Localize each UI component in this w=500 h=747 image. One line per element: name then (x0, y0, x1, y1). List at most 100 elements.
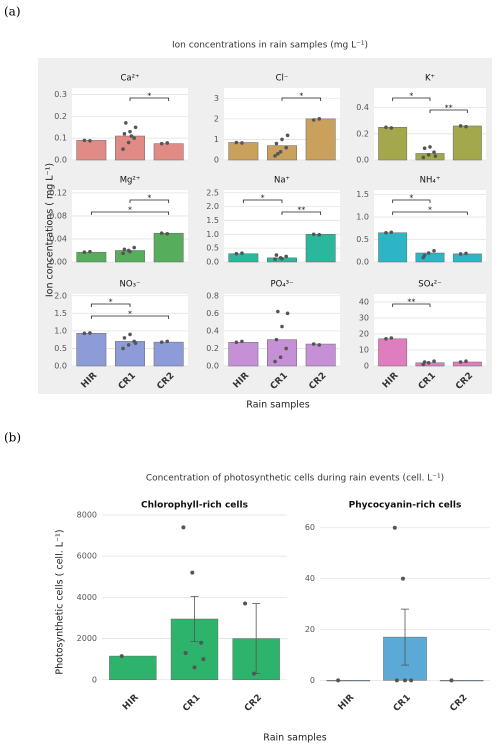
chart-title: Cl⁻ (276, 74, 289, 84)
data-point (426, 152, 431, 157)
data-point (82, 250, 87, 255)
y-tick-label: 0 (364, 362, 369, 371)
bar (452, 125, 482, 161)
data-point (278, 355, 283, 360)
y-tick-label: 0.2 (54, 112, 67, 121)
y-tick-label: 10 (359, 346, 369, 355)
significance-bracket (90, 315, 170, 319)
data-point (464, 124, 468, 129)
y-tick-label: 0.4 (206, 326, 219, 335)
bar (305, 343, 336, 367)
y-tick-label: 0.2 (206, 344, 219, 353)
data-point (311, 118, 316, 122)
y-tick-label: 0 (214, 156, 219, 165)
data-point (192, 665, 197, 670)
data-point (458, 124, 463, 128)
data-point (240, 339, 244, 344)
chart-title: K⁺ (425, 74, 435, 84)
bar (452, 361, 482, 367)
bar (378, 232, 408, 263)
data-point (274, 253, 279, 257)
data-point (243, 601, 248, 606)
data-point (122, 336, 127, 340)
bar (378, 127, 408, 161)
data-point (432, 150, 436, 154)
data-point (384, 337, 388, 341)
bar (76, 251, 107, 263)
significance-label: * (409, 92, 413, 101)
significance-label: * (128, 310, 132, 319)
data-point (273, 257, 277, 262)
y-tick-label: 0.0 (206, 258, 219, 267)
data-point (384, 230, 388, 235)
chart-title: SO₄²⁻ (418, 280, 441, 290)
data-point (389, 126, 394, 130)
data-point (201, 657, 206, 662)
data-point (240, 141, 244, 145)
x-tick-label: CR1 (392, 693, 413, 714)
data-point (433, 154, 438, 158)
significance-bracket (281, 97, 322, 101)
data-point (88, 331, 92, 335)
y-tick-label: 20 (305, 625, 315, 634)
data-point (181, 525, 186, 530)
bar (439, 680, 484, 682)
data-point (159, 141, 164, 146)
data-point (384, 125, 388, 130)
y-tick-label: 0 (310, 676, 315, 685)
y-tick-label: 1.5 (206, 216, 219, 225)
chart-title: Mg²⁺ (120, 176, 141, 186)
y-tick-label: 0.12 (49, 188, 67, 197)
panel-label: (a) (4, 5, 21, 19)
data-point (133, 341, 138, 345)
significance-bracket (392, 97, 431, 101)
y-tick-label: 2.5 (206, 188, 219, 197)
data-point (128, 332, 132, 337)
y-tick-label: 1.5 (54, 309, 67, 318)
y-axis-label: Ion concentrations ( mg L⁻¹) (45, 163, 56, 297)
y-tick-label: 60 (305, 523, 315, 532)
panel-label: (b) (4, 431, 21, 445)
data-point (273, 359, 277, 364)
y-tick-label: 2000 (77, 634, 97, 643)
y-tick-label: 30 (359, 314, 369, 323)
y-tick-label: 0.8 (206, 291, 219, 300)
bar (305, 118, 336, 161)
y-tick-label: 0.5 (206, 244, 219, 253)
y-tick-label: 0.08 (49, 211, 67, 220)
significance-bracket (392, 303, 431, 307)
data-point (199, 640, 204, 645)
bar (153, 143, 184, 161)
data-point (165, 339, 170, 344)
chart-title: NO₃⁻ (120, 280, 141, 290)
data-point (132, 245, 136, 250)
bar (228, 342, 259, 367)
data-point (128, 129, 132, 134)
y-tick-label: 0.2 (356, 129, 369, 138)
data-point (165, 141, 170, 145)
significance-bracket (129, 97, 170, 101)
data-point (422, 146, 427, 151)
chart-title: Chlorophyll-rich cells (141, 501, 248, 511)
panel-title: Ion concentrations in rain samples (mg L… (172, 41, 368, 51)
bar (153, 341, 184, 367)
y-tick-label: 1.0 (356, 213, 369, 222)
data-point (126, 343, 131, 347)
data-point (421, 155, 426, 160)
significance-bracket (242, 199, 283, 203)
significance-bracket (90, 211, 170, 215)
y-tick-label: 2.0 (54, 291, 67, 300)
data-point (432, 359, 436, 364)
data-point (88, 139, 92, 143)
data-point (276, 309, 280, 314)
data-point (400, 576, 405, 581)
significance-bracket (129, 199, 170, 203)
data-point (284, 145, 288, 150)
data-point (284, 254, 288, 259)
data-point (458, 360, 463, 364)
y-tick-label: 0.04 (49, 234, 67, 243)
chart-title: Ca²⁺ (120, 74, 139, 84)
y-tick-label: 2.0 (206, 202, 219, 211)
data-point (285, 311, 290, 316)
y-tick-label: 1.0 (54, 326, 67, 335)
